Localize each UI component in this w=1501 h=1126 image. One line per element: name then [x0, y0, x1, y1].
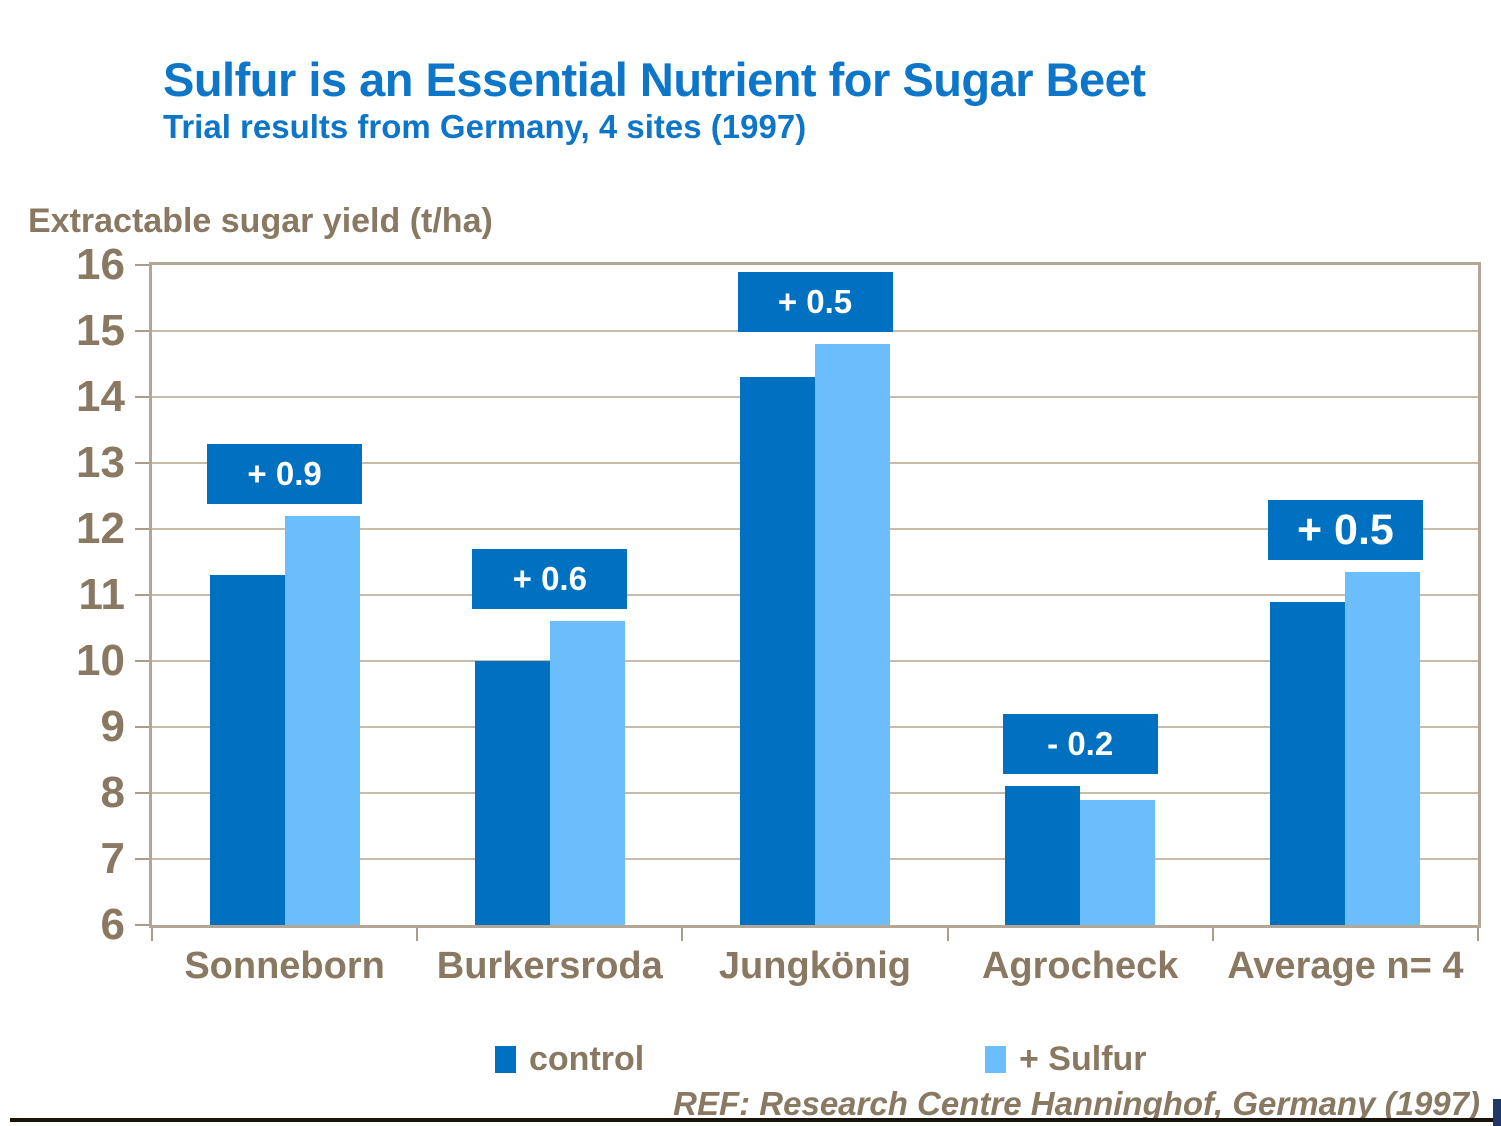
y-axis-label: Extractable sugar yield (t/ha) [28, 202, 493, 240]
y-tick-label: 16 [76, 240, 125, 289]
y-tick-label: 7 [100, 834, 125, 883]
x-axis-tick [681, 928, 684, 941]
y-axis-tick [135, 396, 149, 398]
bar-sulfur [284, 515, 360, 925]
y-tick-label: 14 [76, 372, 125, 421]
x-axis-tick [416, 928, 419, 941]
sulfur-swatch [985, 1046, 1006, 1073]
corner-accent [1493, 1099, 1501, 1126]
bar-sulfur [815, 344, 890, 925]
delta-annotation: + 0.5 [1267, 499, 1423, 560]
y-tick-label: 9 [100, 702, 125, 751]
y-tick-label: 8 [100, 768, 125, 817]
control-swatch [495, 1046, 516, 1073]
y-axis-tick [135, 264, 149, 266]
delta-annotation: - 0.2 [1002, 714, 1158, 775]
bar-control [740, 377, 815, 925]
y-axis-tick [135, 858, 149, 860]
y-tick-label: 13 [76, 438, 125, 487]
x-axis-tick [1477, 928, 1479, 941]
legend-item-sulfur: + Sulfur [985, 1040, 1147, 1079]
bar-control [1005, 786, 1081, 925]
bar-control [474, 661, 550, 925]
x-axis-tick [946, 928, 949, 941]
plot-area: 6 7 8 9 10 11 12 13 14 15 16 Sonneborn Burkersroda Ju… [76, 240, 1481, 987]
delta-annotation: + 0.9 [207, 443, 363, 504]
y-axis-tick [135, 726, 149, 728]
bar-sulfur [549, 621, 625, 925]
y-tick-label: 12 [76, 504, 125, 553]
delta-annotation: + 0.6 [472, 549, 628, 610]
bottom-rule [10, 1118, 1501, 1122]
delta-annotation: + 0.5 [737, 272, 893, 333]
y-tick-label: 10 [76, 636, 125, 685]
legend-label-sulfur: + Sulfur [1019, 1040, 1147, 1078]
page-title: Sulfur is an Essential Nutrient for Suga… [163, 53, 1146, 106]
bar-sulfur [1345, 571, 1421, 925]
reference-text: REF: Research Centre Hanninghof, Germany… [673, 1085, 1480, 1122]
legend-label-control: control [529, 1040, 645, 1078]
legend-item-control: control [495, 1040, 644, 1079]
category-label: Average n= 4 [1227, 945, 1464, 987]
y-axis-tick [135, 660, 149, 662]
category-label: Jungkönig [718, 945, 912, 987]
y-axis-tick [135, 792, 149, 794]
bar-control [209, 575, 285, 925]
category-label: Sonneborn [184, 945, 385, 987]
y-tick-label: 15 [76, 306, 125, 355]
y-axis-tick [135, 462, 149, 464]
x-axis-tick [151, 928, 153, 941]
page-subtitle: Trial results from Germany, 4 sites (199… [163, 108, 807, 145]
category-label: Agrocheck [981, 945, 1179, 987]
bar-control [1270, 601, 1346, 925]
category-label: Burkersroda [436, 945, 663, 987]
y-tick-label: 11 [78, 570, 125, 619]
y-tick-label: 6 [100, 900, 125, 949]
y-axis-tick [135, 330, 149, 332]
y-axis-tick [135, 924, 149, 926]
y-axis-tick [135, 594, 149, 596]
y-axis-tick [135, 528, 149, 530]
x-axis-tick [1211, 928, 1214, 941]
bar-sulfur [1080, 799, 1156, 925]
